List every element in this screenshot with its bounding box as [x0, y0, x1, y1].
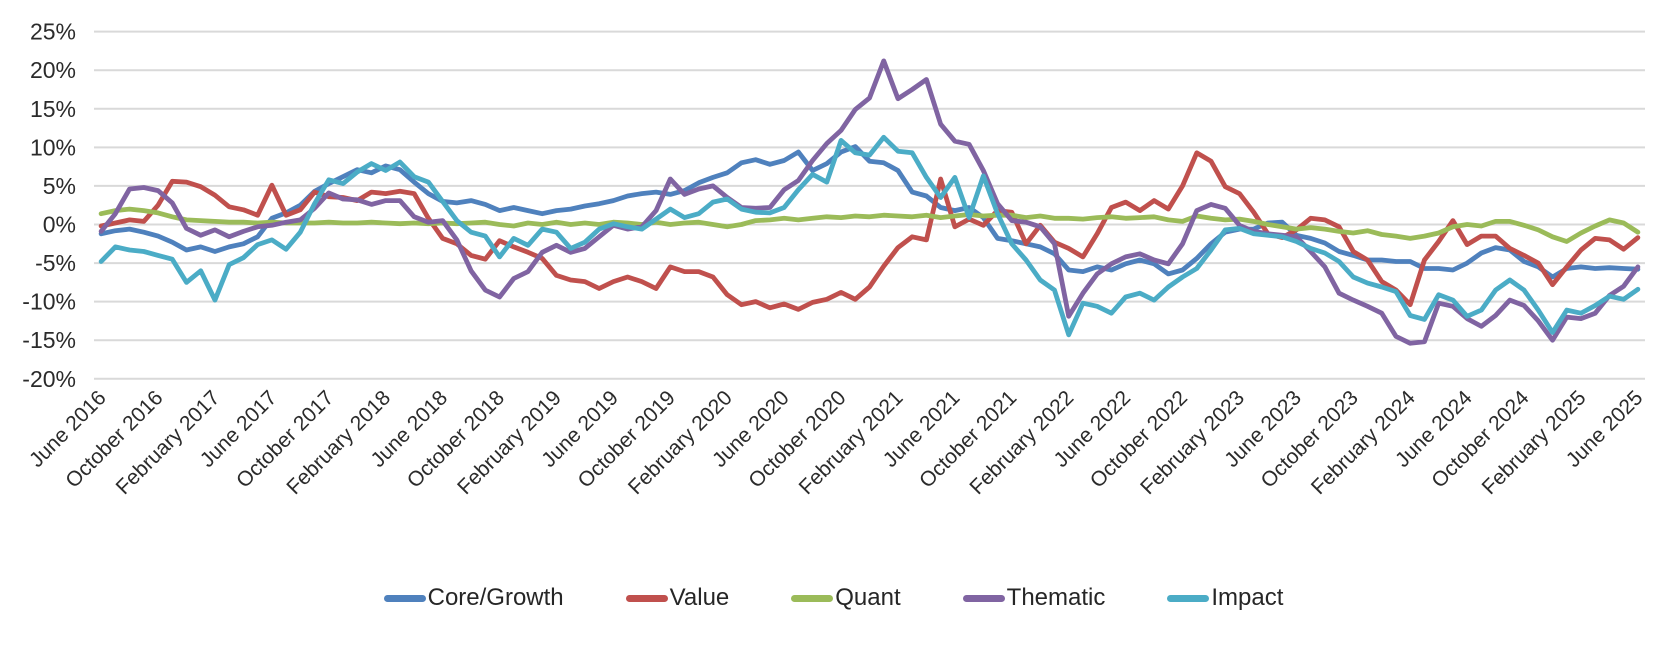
series-line-impact: [98, 134, 1641, 338]
series-line-value: [98, 150, 1641, 312]
legend-swatch: [791, 594, 834, 602]
legend-item-impact: Impact: [1167, 586, 1283, 610]
y-axis-tick-label: -15%: [22, 327, 76, 353]
legend-item-quant: Quant: [791, 584, 901, 611]
y-axis-tick-label: 10%: [30, 134, 76, 160]
legend-label: Core/Growth: [427, 584, 564, 611]
chart-legend: Core/Growth Value Quant Thematic Impact: [0, 586, 1667, 610]
y-axis-tick-label: 15%: [30, 96, 76, 122]
y-axis-tick-label: -20%: [22, 366, 76, 392]
y-axis-tick-label: 0%: [43, 212, 76, 238]
legend-label: Value: [669, 584, 730, 611]
series-line-core-growth: [98, 144, 1641, 280]
y-axis-tick-label: -5%: [35, 250, 76, 276]
legend-item-thematic: Thematic: [962, 584, 1106, 611]
legend-label: Impact: [1211, 584, 1284, 611]
legend-swatch: [962, 594, 1005, 602]
series-line-quant: [98, 206, 1641, 244]
legend-label: Thematic: [1006, 584, 1106, 611]
legend-item-core-growth: Core/Growth: [383, 584, 564, 611]
y-axis-tick-label: 25%: [30, 19, 76, 45]
legend-swatch: [625, 594, 668, 602]
y-axis-tick-label: -10%: [22, 289, 76, 315]
legend-label: Quant: [835, 584, 901, 611]
series-line-thematic: [98, 58, 1641, 346]
legend-swatch: [383, 594, 426, 602]
y-axis-tick-label: 20%: [30, 57, 76, 83]
y-axis-tick-label: 5%: [43, 173, 76, 199]
legend-item-value: Value: [625, 584, 730, 611]
legend-swatch: [1167, 594, 1210, 602]
